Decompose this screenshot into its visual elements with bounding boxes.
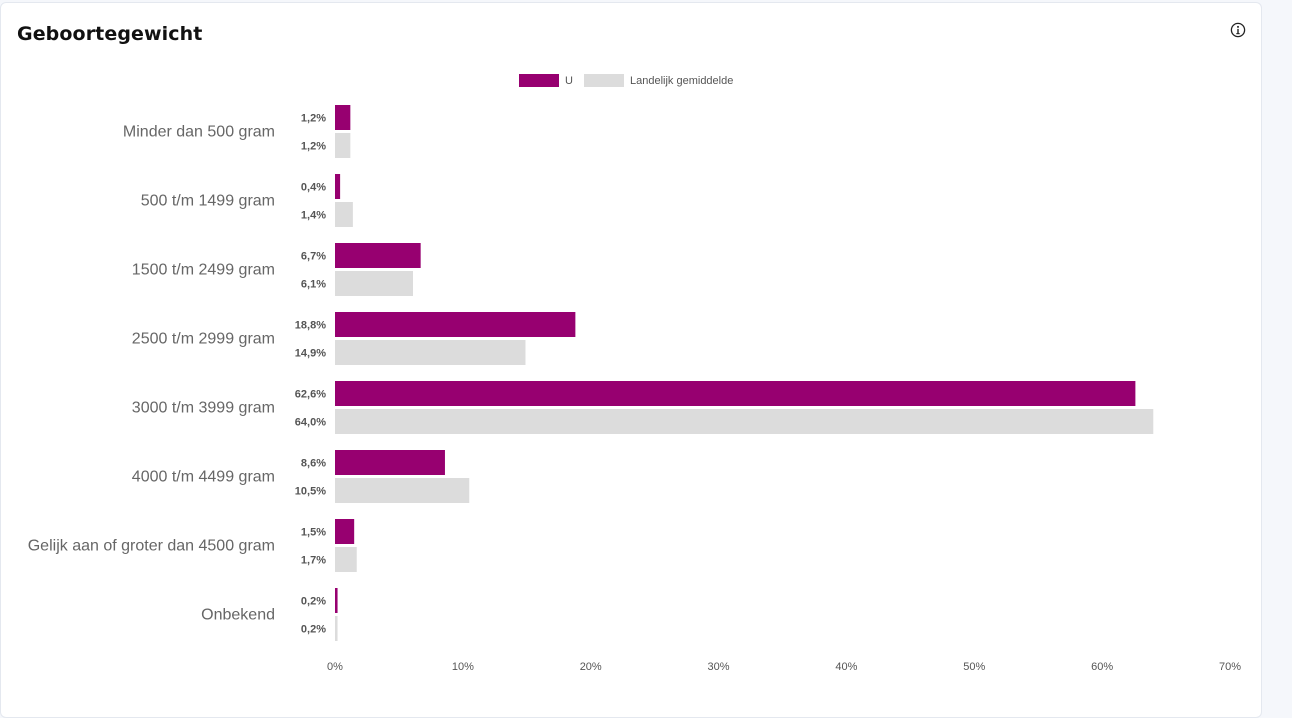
page-background-strip: [1262, 0, 1292, 718]
legend-swatch-landelijk[interactable]: [584, 74, 624, 87]
value-label: 1,2%: [301, 141, 326, 153]
value-label: 6,1%: [301, 279, 326, 291]
value-label: 0,4%: [301, 182, 326, 194]
legend-label-landelijk[interactable]: Landelijk gemiddelde: [630, 75, 733, 87]
category-label: 3000 t/m 3999 gram: [132, 400, 275, 417]
value-label: 1,4%: [301, 210, 326, 222]
bar-landelijk[interactable]: [335, 409, 1154, 434]
value-label: 64,0%: [295, 417, 326, 429]
bar-u[interactable]: [335, 519, 355, 544]
category-label: 1500 t/m 2499 gram: [132, 262, 275, 279]
legend-swatch-u[interactable]: [519, 74, 559, 87]
bar-u[interactable]: [335, 174, 341, 199]
x-tick-label: 10%: [452, 661, 474, 673]
bar-landelijk[interactable]: [335, 202, 353, 227]
x-tick-label: 50%: [963, 661, 985, 673]
bar-landelijk[interactable]: [335, 271, 413, 296]
legend-label-u[interactable]: U: [565, 75, 573, 87]
bar-landelijk[interactable]: [335, 478, 470, 503]
value-label: 14,9%: [295, 348, 326, 360]
category-label: 4000 t/m 4499 gram: [132, 469, 275, 486]
bar-chart: U Landelijk gemiddelde Minder dan 500 gram…: [28, 74, 1241, 673]
value-label: 0,2%: [301, 596, 326, 608]
x-tick-label: 40%: [835, 661, 857, 673]
category-label: Onbekend: [201, 607, 275, 624]
value-label: 6,7%: [301, 251, 326, 263]
bar-u[interactable]: [335, 243, 421, 268]
value-label: 1,2%: [301, 113, 326, 125]
category-label: Minder dan 500 gram: [123, 124, 275, 141]
value-label: 0,2%: [301, 624, 326, 636]
value-label: 62,6%: [295, 389, 326, 401]
bar-u[interactable]: [335, 381, 1136, 406]
x-tick-label: 30%: [708, 661, 730, 673]
category-label: 2500 t/m 2999 gram: [132, 331, 275, 348]
value-label: 18,8%: [295, 320, 326, 332]
bar-u[interactable]: [335, 588, 338, 613]
bar-u[interactable]: [335, 105, 351, 130]
bar-u[interactable]: [335, 312, 576, 337]
category-label: Gelijk aan of groter dan 4500 gram: [28, 538, 275, 555]
x-tick-label: 20%: [580, 661, 602, 673]
category-label: 500 t/m 1499 gram: [141, 193, 275, 210]
value-label: 10,5%: [295, 486, 326, 498]
value-label: 1,7%: [301, 555, 326, 567]
bar-landelijk[interactable]: [335, 616, 338, 641]
bar-u[interactable]: [335, 450, 445, 475]
value-label: 1,5%: [301, 527, 326, 539]
bar-landelijk[interactable]: [335, 340, 526, 365]
x-tick-label: 70%: [1219, 661, 1241, 673]
info-icon[interactable]: [1230, 22, 1246, 38]
x-tick-label: 0%: [327, 661, 343, 673]
value-label: 8,6%: [301, 458, 326, 470]
chart-card: Geboortegewicht: [0, 2, 1262, 718]
x-tick-label: 60%: [1091, 661, 1113, 673]
chart-title: Geboortegewicht: [17, 23, 203, 45]
bar-landelijk[interactable]: [335, 547, 357, 572]
bar-landelijk[interactable]: [335, 133, 351, 158]
